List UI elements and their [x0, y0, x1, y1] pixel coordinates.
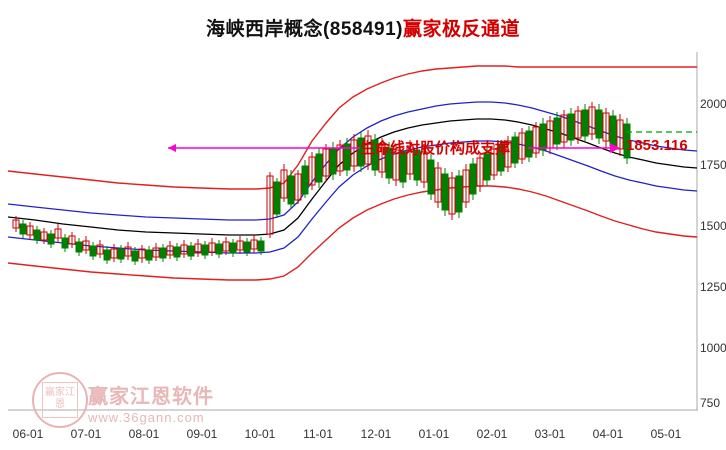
x-tick-11: 05-01 — [650, 427, 682, 441]
x-tick-4: 10-01 — [244, 427, 276, 441]
price-annotation: 1853.116 — [626, 137, 688, 154]
x-tick-5: 11-01 — [303, 427, 333, 441]
watermark-url-part1: www.36 — [88, 410, 140, 425]
y-tick-1500: 1500 — [700, 219, 726, 233]
y-tick-1000: 1000 — [700, 341, 726, 355]
mid-lower-band-line — [8, 140, 698, 254]
y-tick-1750: 1750 — [700, 158, 726, 172]
chart-svg — [8, 52, 698, 411]
x-tick-1: 07-01 — [70, 427, 102, 441]
x-tick-0: 06-01 — [12, 427, 44, 441]
x-tick-2: 08-01 — [128, 427, 160, 441]
candlestick-series — [12, 102, 631, 265]
y-tick-2000: 2000 — [700, 97, 726, 111]
x-tick-10: 04-01 — [592, 427, 624, 441]
x-tick-8: 02-01 — [476, 427, 508, 441]
title-highlight: 赢家极反通道 — [403, 19, 521, 40]
watermark-seal: 赢家江恩 — [32, 372, 88, 428]
chart-plot-area: 生命线对股价构成支撑 1853.116 — [8, 52, 698, 414]
x-tick-3: 09-01 — [186, 427, 218, 441]
watermark-url: www.36gann.com — [88, 410, 205, 425]
upper-band-line — [8, 65, 697, 190]
watermark-url-part2: gann.com — [139, 410, 205, 425]
title-name: 海峡西岸概念(858491) — [205, 19, 404, 40]
annotation-arrows — [168, 143, 620, 153]
watermark-brand: 赢家江恩软件 — [88, 386, 214, 408]
y-tick-1250: 1250 — [700, 280, 726, 294]
watermark-seal-text: 赢家江恩 — [42, 382, 78, 418]
mid-upper-band-line — [8, 101, 698, 221]
x-tick-6: 12-01 — [360, 427, 392, 441]
y-tick-750: 750 — [700, 396, 721, 410]
lifeline — [8, 118, 698, 236]
page-title: 海峡西岸概念(858491)赢家极反通道 — [0, 14, 726, 41]
support-annotation: 生命线对股价构成支撑 — [360, 140, 511, 157]
lower-band-line — [8, 185, 698, 281]
x-tick-7: 01-01 — [418, 427, 450, 441]
x-tick-9: 03-01 — [534, 427, 566, 441]
